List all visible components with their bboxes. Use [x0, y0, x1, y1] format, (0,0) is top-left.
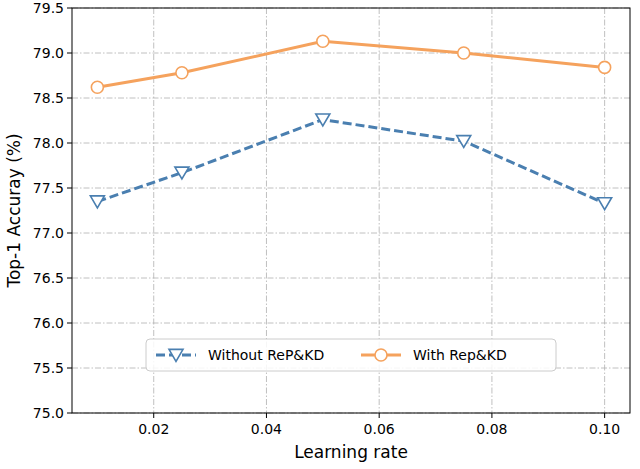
- series-line: [97, 120, 604, 204]
- data-point: [458, 47, 470, 59]
- data-point: [598, 198, 612, 210]
- data-point: [457, 136, 471, 148]
- y-tick-label: 76.5: [33, 270, 64, 286]
- y-tick: [67, 143, 72, 144]
- data-point: [316, 114, 330, 126]
- plot-data: [90, 35, 611, 209]
- chart-svg: 75.0 75.5 76.0 76.5 77.0 77.5 78.0 78.5 79.0 79.5…: [0, 0, 640, 469]
- y-tick-label: 75.5: [33, 360, 64, 376]
- y-tick-label: 75.0: [33, 405, 64, 421]
- legend-label: With Rep&KD: [413, 347, 507, 363]
- grid: [72, 8, 630, 413]
- y-grid-line: [72, 233, 630, 234]
- y-grid-line: [72, 188, 630, 189]
- y-grid-line: [72, 278, 630, 279]
- x-tick-label: 0.06: [364, 421, 395, 437]
- legend-box: [146, 339, 556, 371]
- x-axis-label: Learning rate: [294, 442, 408, 462]
- axes: 75.0 75.5 76.0 76.5 77.0 77.5 78.0 78.5 79.0 79.5…: [4, 0, 620, 462]
- x-tick-label: 0.10: [589, 421, 620, 437]
- y-tick-label: 79.0: [33, 45, 64, 61]
- data-point: [317, 35, 329, 47]
- x-tick-label: 0.04: [251, 421, 282, 437]
- y-tick: [67, 323, 72, 324]
- legend-marker: [375, 349, 387, 361]
- chart-container: 75.0 75.5 76.0 76.5 77.0 77.5 78.0 78.5 79.0 79.5…: [0, 0, 640, 469]
- x-tick-label: 0.02: [138, 421, 169, 437]
- y-tick-label: 78.0: [33, 135, 64, 151]
- y-tick-label: 78.5: [33, 90, 64, 106]
- data-point: [90, 196, 104, 208]
- x-tick: [379, 413, 380, 418]
- y-tick-label: 77.5: [33, 180, 64, 196]
- legend-label: Without ReP&KD: [208, 347, 324, 363]
- y-tick: [67, 8, 72, 9]
- data-point: [176, 67, 188, 79]
- y-tick: [67, 278, 72, 279]
- y-grid-line: [72, 323, 630, 324]
- y-tick: [67, 98, 72, 99]
- x-tick: [491, 413, 492, 418]
- y-grid-line: [72, 53, 630, 54]
- y-tick: [67, 368, 72, 369]
- data-point: [599, 61, 611, 73]
- x-tick: [604, 413, 605, 418]
- y-tick: [67, 413, 72, 414]
- plot-frame: [72, 8, 630, 413]
- legend-marker: [169, 349, 183, 361]
- y-tick: [67, 233, 72, 234]
- series-line: [97, 41, 604, 87]
- x-tick: [153, 413, 154, 418]
- data-point: [91, 81, 103, 93]
- y-tick: [67, 188, 72, 189]
- x-tick: [266, 413, 267, 418]
- y-tick-label: 76.0: [33, 315, 64, 331]
- y-grid-line: [72, 143, 630, 144]
- y-axis-label: Top-1 Accuray (%): [4, 133, 24, 288]
- legend: Without ReP&KD With Rep&KD: [146, 339, 556, 371]
- y-tick-label: 77.0: [33, 225, 64, 241]
- data-point: [175, 167, 189, 179]
- y-grid-line: [72, 98, 630, 99]
- y-tick-label: 79.5: [33, 0, 64, 16]
- x-tick-label: 0.08: [476, 421, 507, 437]
- y-tick: [67, 53, 72, 54]
